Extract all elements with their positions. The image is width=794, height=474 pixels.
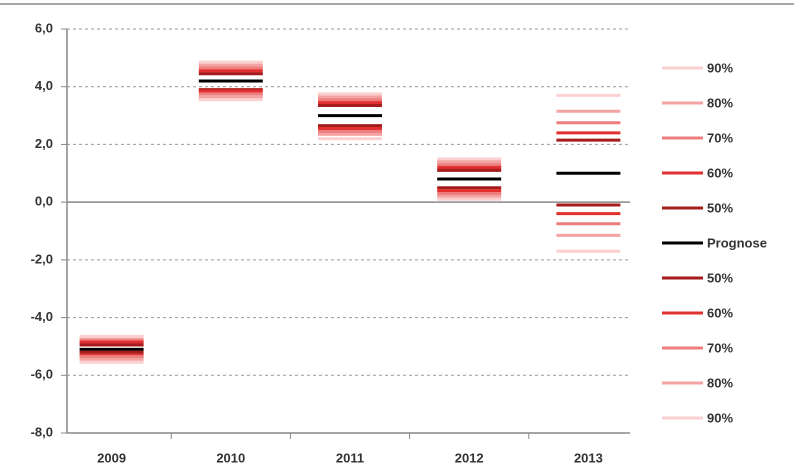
x-tick-label: 2013 (574, 450, 603, 465)
x-tick-label: 2010 (216, 450, 245, 465)
y-tick-label: 0,0 (35, 194, 53, 209)
y-tick-label: 4,0 (35, 78, 53, 93)
legend-label: 70% (707, 340, 733, 355)
legend-label: 50% (707, 200, 733, 215)
x-tick-label: 2009 (97, 450, 126, 465)
legend-label: 90% (707, 410, 733, 425)
y-tick-label: -4,0 (31, 309, 53, 324)
legend-label: 60% (707, 305, 733, 320)
legend-label: 70% (707, 130, 733, 145)
y-tick-label: -2,0 (31, 251, 53, 266)
legend-label: 80% (707, 95, 733, 110)
legend-label: 80% (707, 375, 733, 390)
y-tick-label: -6,0 (31, 367, 53, 382)
x-tick-label: 2012 (455, 450, 484, 465)
legend-label: 60% (707, 165, 733, 180)
x-tick-label: 2011 (336, 450, 364, 465)
legend-label: 50% (707, 270, 733, 285)
y-tick-label: 6,0 (35, 20, 53, 35)
legend-label: Prognose (707, 235, 767, 250)
y-tick-label: 2,0 (35, 136, 53, 151)
y-tick-label: -8,0 (31, 424, 53, 439)
legend-label: 90% (707, 60, 733, 75)
